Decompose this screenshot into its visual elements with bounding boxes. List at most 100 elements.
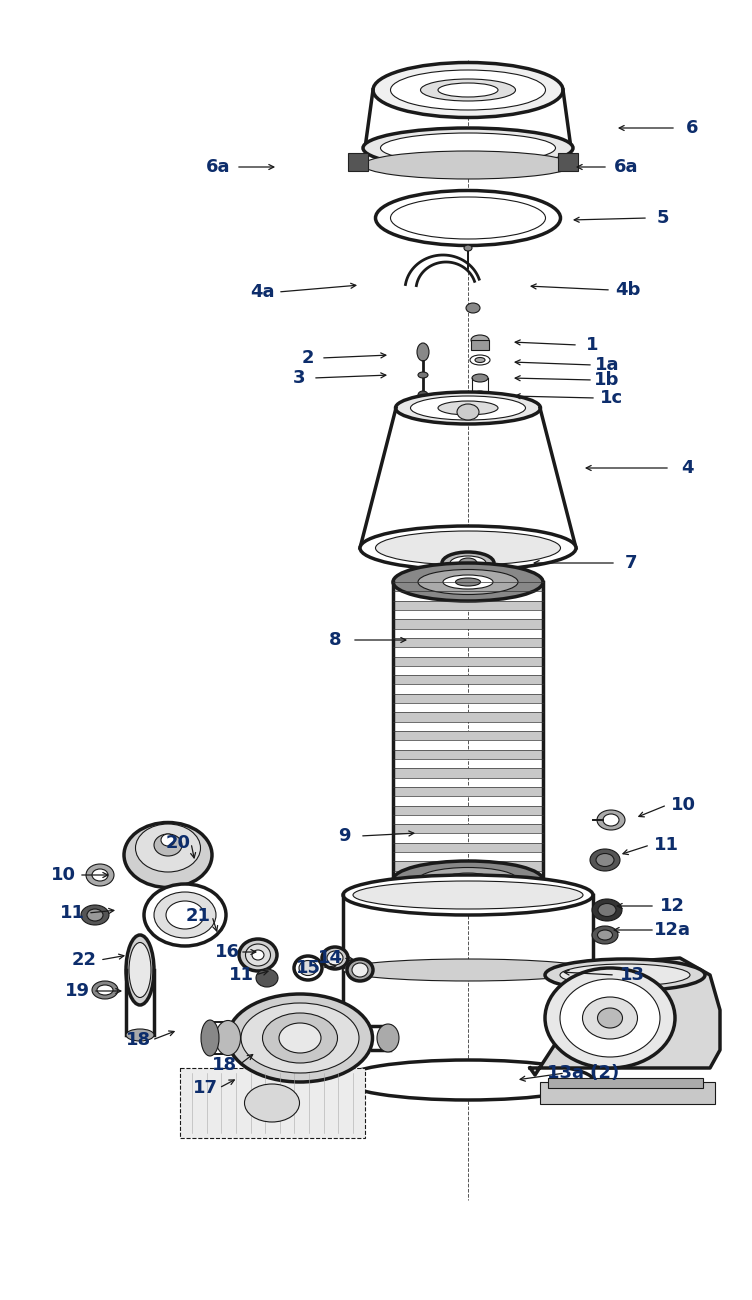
Ellipse shape [244, 1084, 299, 1122]
Ellipse shape [390, 70, 545, 111]
Text: 11: 11 [59, 903, 84, 922]
Ellipse shape [86, 864, 114, 887]
Ellipse shape [87, 909, 103, 920]
Text: 1c: 1c [599, 389, 623, 407]
Bar [393, 675, 543, 684]
Text: 1b: 1b [594, 370, 620, 389]
Ellipse shape [545, 968, 675, 1069]
Ellipse shape [327, 952, 343, 965]
Text: 17: 17 [193, 1079, 217, 1097]
Ellipse shape [377, 1024, 399, 1052]
Ellipse shape [241, 1004, 359, 1072]
Text: 18: 18 [212, 1056, 238, 1074]
Ellipse shape [245, 944, 271, 966]
Ellipse shape [97, 985, 113, 994]
Text: 8: 8 [329, 630, 341, 649]
Ellipse shape [154, 835, 182, 855]
Ellipse shape [596, 854, 614, 867]
Bar [558, 153, 578, 172]
Ellipse shape [418, 391, 428, 399]
Bar [540, 1082, 715, 1104]
Ellipse shape [418, 372, 428, 378]
Ellipse shape [464, 244, 472, 251]
Ellipse shape [294, 956, 322, 980]
Text: 19: 19 [65, 982, 89, 1000]
Ellipse shape [343, 1060, 593, 1100]
Text: 20: 20 [165, 835, 190, 852]
Ellipse shape [124, 823, 212, 888]
Ellipse shape [598, 903, 616, 916]
Bar [548, 1078, 703, 1088]
Ellipse shape [279, 1023, 321, 1053]
Ellipse shape [363, 151, 573, 179]
Ellipse shape [443, 575, 493, 589]
Ellipse shape [598, 930, 612, 940]
Text: 4a: 4a [250, 283, 274, 302]
Ellipse shape [252, 950, 264, 959]
Ellipse shape [126, 935, 154, 1005]
Text: 4: 4 [681, 459, 693, 477]
Text: 14: 14 [317, 949, 342, 967]
Text: 21: 21 [186, 907, 211, 926]
Ellipse shape [166, 901, 204, 930]
Ellipse shape [360, 526, 576, 569]
Ellipse shape [418, 867, 518, 893]
Ellipse shape [347, 959, 373, 982]
Ellipse shape [475, 358, 485, 363]
Bar [393, 731, 543, 740]
Ellipse shape [443, 874, 493, 887]
Ellipse shape [592, 900, 622, 920]
Bar [393, 806, 543, 815]
Text: 7: 7 [625, 554, 637, 572]
Ellipse shape [473, 391, 487, 399]
Ellipse shape [583, 997, 638, 1039]
Bar [393, 842, 543, 852]
Ellipse shape [363, 127, 573, 168]
Ellipse shape [92, 982, 118, 998]
Bar [393, 638, 543, 647]
Ellipse shape [126, 1030, 154, 1041]
Ellipse shape [216, 1020, 241, 1056]
Text: 11: 11 [229, 966, 253, 984]
Ellipse shape [560, 979, 660, 1057]
Text: 13: 13 [620, 966, 644, 984]
Ellipse shape [396, 393, 541, 424]
Bar [393, 750, 543, 759]
Ellipse shape [381, 133, 556, 162]
Ellipse shape [411, 396, 526, 420]
Text: 10: 10 [671, 796, 696, 814]
Ellipse shape [135, 824, 201, 872]
Ellipse shape [343, 959, 593, 982]
Ellipse shape [450, 556, 486, 569]
Ellipse shape [560, 965, 690, 985]
Text: 4b: 4b [615, 281, 641, 299]
Text: 1a: 1a [595, 356, 619, 374]
Ellipse shape [262, 1013, 338, 1063]
Ellipse shape [470, 355, 490, 365]
Ellipse shape [201, 1020, 219, 1056]
Ellipse shape [418, 569, 518, 594]
Text: 15: 15 [296, 959, 320, 978]
Bar [393, 712, 543, 722]
Bar [393, 786, 543, 796]
Ellipse shape [154, 892, 216, 939]
Ellipse shape [343, 875, 593, 915]
Ellipse shape [456, 578, 481, 586]
Bar [393, 619, 543, 629]
Ellipse shape [438, 83, 498, 98]
Ellipse shape [457, 404, 479, 420]
Text: 12: 12 [660, 897, 684, 915]
Bar [180, 1069, 365, 1138]
Bar [393, 601, 543, 610]
Text: 12a: 12a [653, 920, 690, 939]
Text: 5: 5 [656, 209, 669, 228]
Ellipse shape [375, 191, 560, 246]
Ellipse shape [438, 400, 498, 415]
Ellipse shape [144, 884, 226, 946]
Ellipse shape [459, 558, 477, 568]
Ellipse shape [471, 335, 489, 345]
Ellipse shape [393, 563, 543, 601]
Text: 6a: 6a [614, 159, 638, 176]
Text: 18: 18 [126, 1031, 150, 1049]
Ellipse shape [592, 926, 618, 944]
